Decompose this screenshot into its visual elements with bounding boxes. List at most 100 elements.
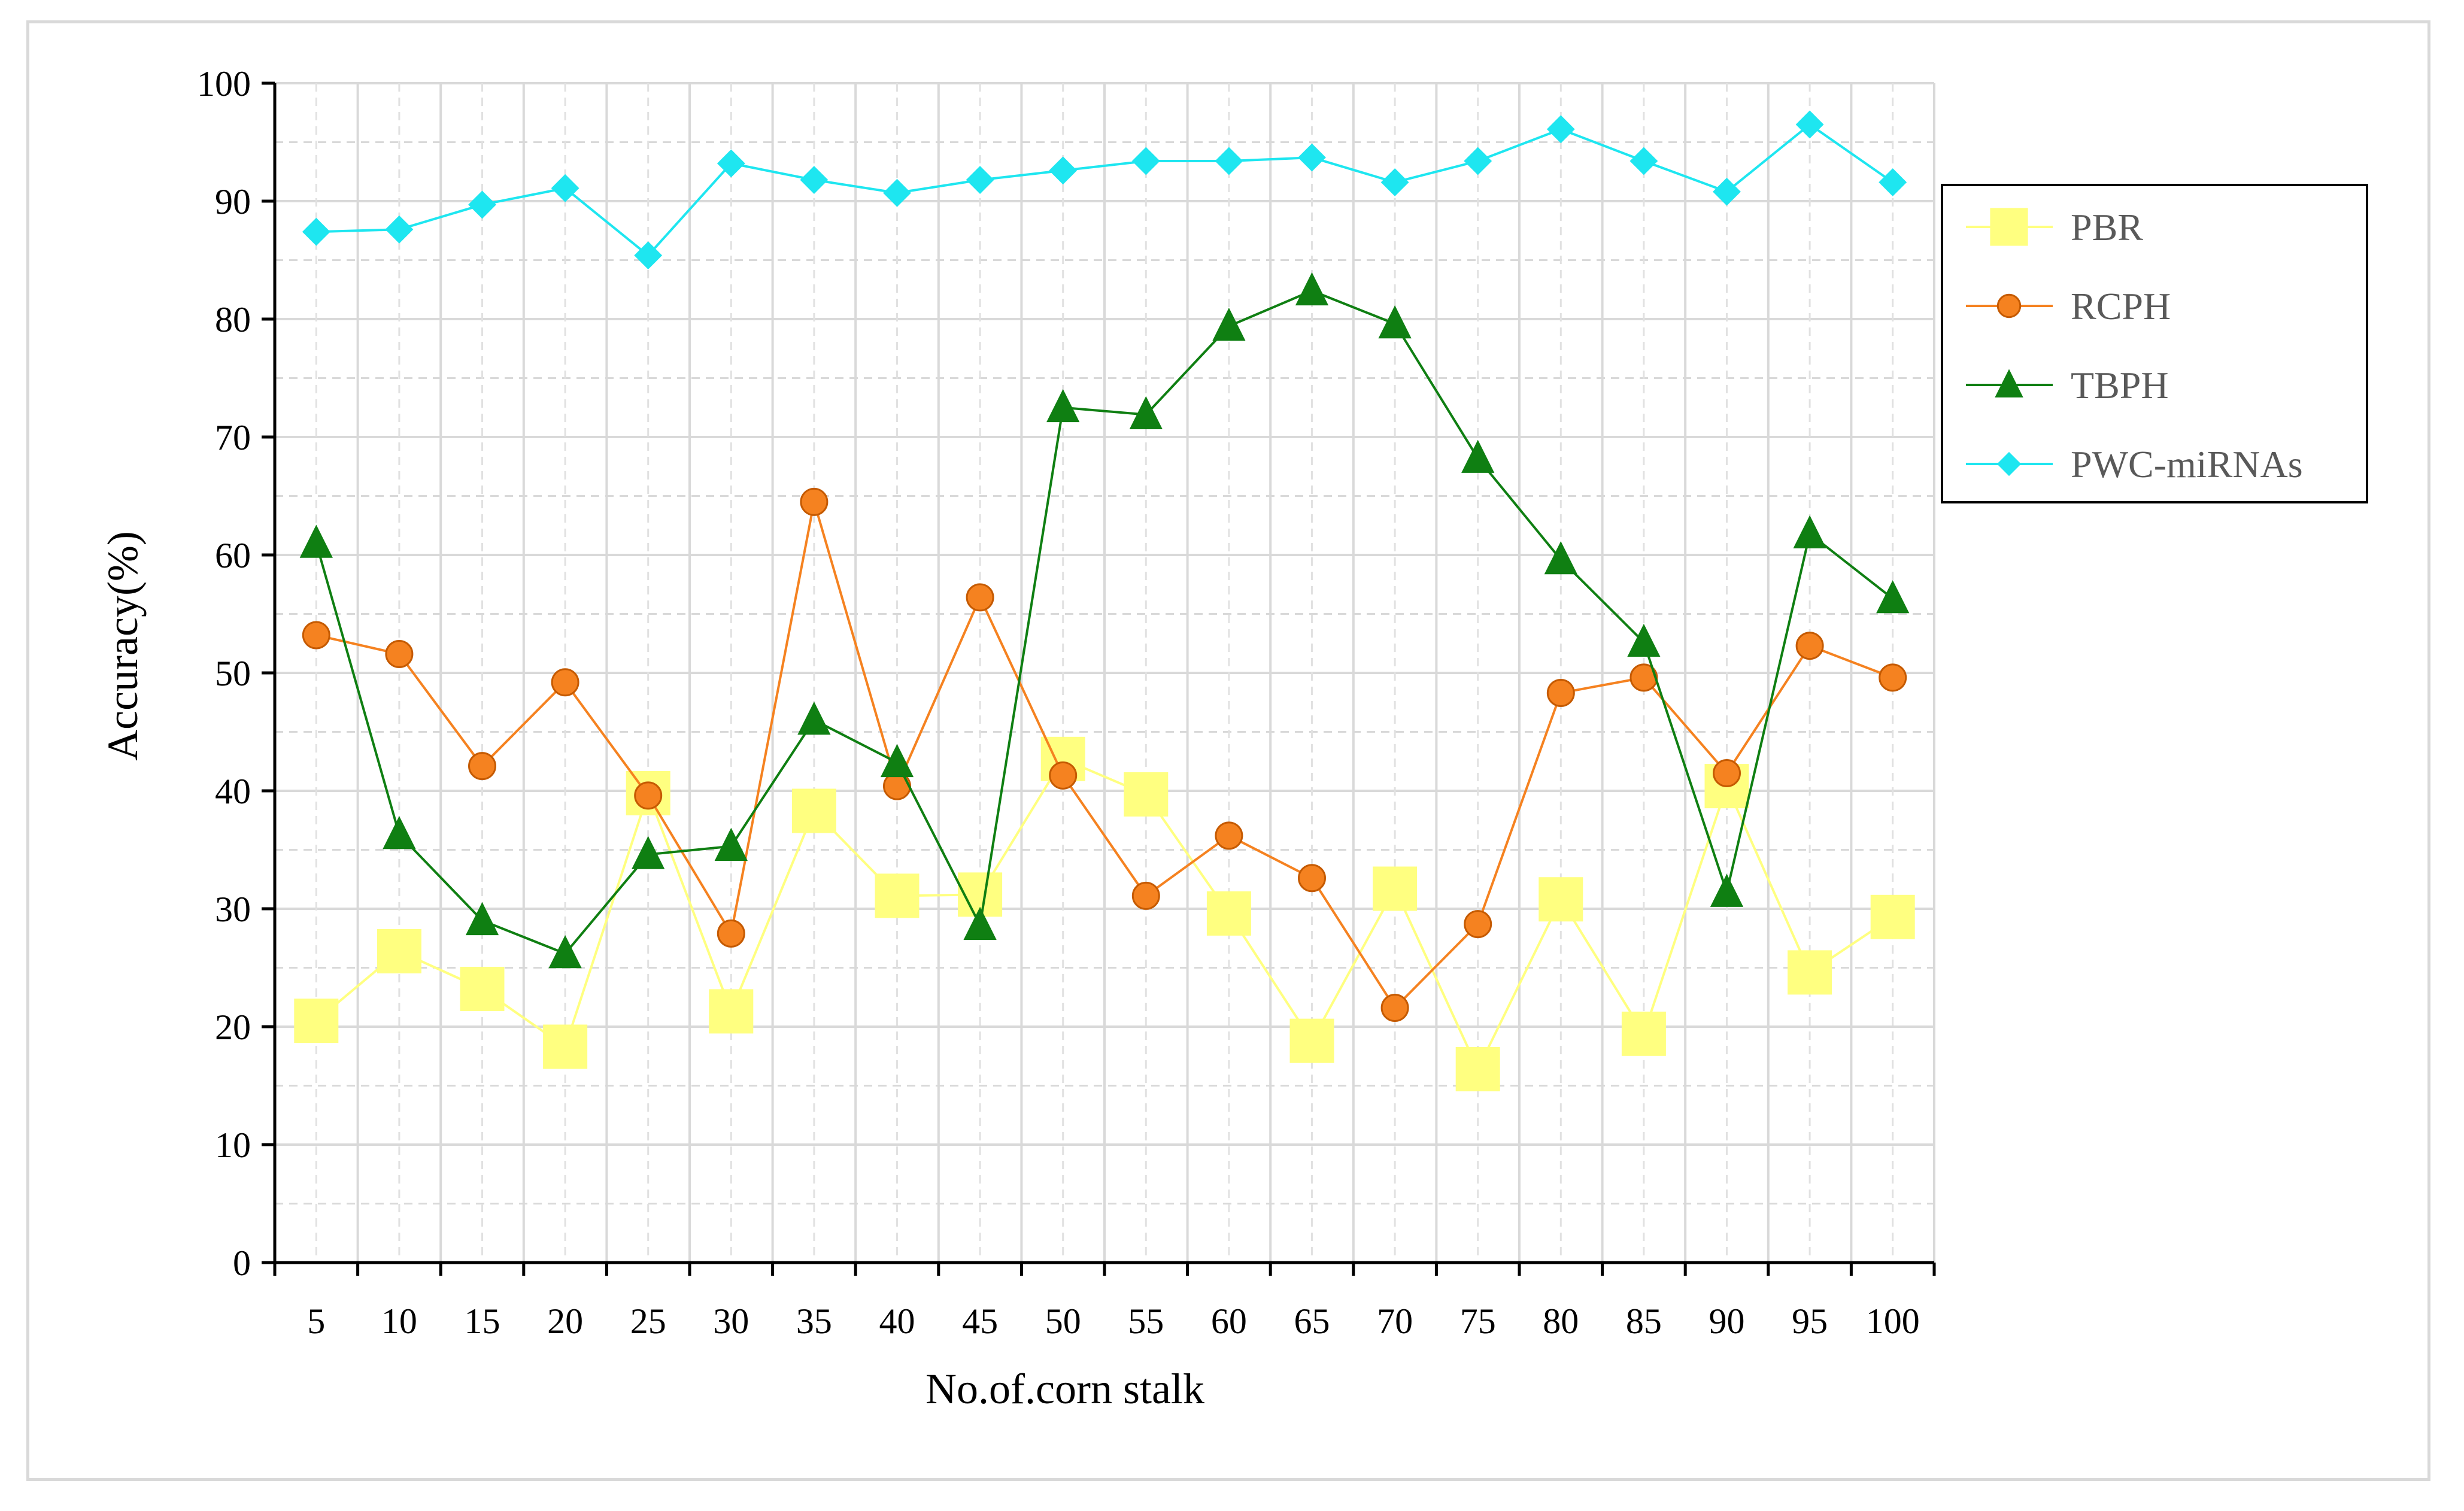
data-point-pwc-mirnas (1795, 110, 1824, 139)
y-tick-label: 100 (197, 64, 251, 104)
data-point-rcph (1546, 678, 1575, 707)
data-point-pwc-mirnas (717, 149, 745, 178)
axes (262, 81, 1936, 1276)
chart-frame: 0 10 20 30 40 50 60 70 80 90 100 5 10 15 20 25 30 35 40 45 5… (26, 20, 2430, 1481)
data-point-pbr (875, 873, 920, 918)
data-point-rcph (468, 752, 496, 781)
x-tick-label: 45 (962, 1301, 998, 1341)
y-tick-label: 10 (215, 1125, 251, 1165)
data-point-pwc-mirnas (1464, 147, 1492, 175)
data-point-pbr (543, 1024, 588, 1069)
data-point-pwc-mirnas (468, 190, 496, 219)
x-tick-label: 25 (630, 1301, 666, 1341)
tick-labels: 0 10 20 30 40 50 60 70 80 90 100 5 10 15 20 25 30 35 40 45 5… (197, 64, 1920, 1341)
legend: PBR RCPH TBPH PWC-miRNAs (1941, 184, 2368, 503)
x-tick-label: 70 (1377, 1301, 1413, 1341)
data-point-pbr (1124, 772, 1169, 817)
series-rcph (302, 487, 1907, 1022)
legend-label-pbr: PBR (2071, 206, 2143, 248)
x-tick-label: 60 (1211, 1301, 1247, 1341)
series-pbr (294, 736, 1915, 1091)
x-tick-label: 5 (307, 1301, 325, 1341)
data-point-pwc-mirnas (1215, 147, 1243, 175)
data-point-tbph (632, 836, 665, 869)
legend-marker-tbph (1995, 369, 2023, 398)
data-point-rcph (551, 668, 579, 697)
data-point-rcph (1131, 881, 1160, 910)
x-tick-label: 65 (1294, 1301, 1330, 1341)
data-point-rcph (1298, 864, 1326, 893)
data-point-pwc-mirnas (883, 178, 911, 207)
data-point-tbph (1129, 396, 1163, 429)
data-point-pwc-mirnas (1298, 143, 1326, 172)
x-tick-label: 75 (1460, 1301, 1496, 1341)
series-line-tbph (315, 289, 1893, 955)
legend-marker-pwc-mirnas (1996, 451, 2022, 477)
legend-label-pwc-mirnas: PWC-miRNAs (2071, 443, 2303, 486)
data-point-pwc-mirnas (1131, 147, 1160, 175)
data-point-rcph (634, 781, 663, 810)
series-tbph (299, 272, 1910, 969)
data-point-rcph (1464, 910, 1492, 939)
x-tick-label: 90 (1709, 1301, 1745, 1341)
data-point-rcph (1713, 758, 1741, 787)
x-tick-label: 15 (465, 1301, 500, 1341)
data-point-tbph (1876, 580, 1910, 614)
data-point-rcph (800, 487, 829, 516)
data-point-rcph (1795, 632, 1824, 660)
data-point-tbph (1627, 623, 1661, 657)
x-tick-label: 55 (1128, 1301, 1164, 1341)
series-line-pwc-mirnas (316, 123, 1893, 257)
data-point-tbph (299, 524, 333, 558)
data-point-tbph (1461, 439, 1495, 473)
y-tick-label: 60 (215, 536, 251, 575)
data-point-rcph (1629, 663, 1658, 692)
x-tick-label: 35 (796, 1301, 832, 1341)
data-point-rcph (385, 639, 414, 668)
y-tick-label: 40 (215, 772, 251, 811)
legend-label-tbph: TBPH (2071, 364, 2169, 406)
data-point-pwc-mirnas (800, 166, 829, 194)
data-point-pbr (1455, 1046, 1500, 1091)
data-point-pwc-mirnas (634, 241, 663, 270)
data-point-pbr (377, 929, 421, 973)
data-point-rcph (717, 919, 745, 948)
y-tick-label: 90 (215, 182, 251, 222)
y-tick-label: 30 (215, 890, 251, 929)
grid-lines (275, 82, 1935, 1263)
y-axis-title: Accuracy(%) (99, 531, 147, 761)
legend-marker-rcph (1996, 293, 2022, 318)
x-axis-title: No.of.corn stalk (925, 1365, 1204, 1413)
data-point-rcph (1380, 993, 1409, 1022)
legend-marker-pbr (1990, 208, 2028, 246)
data-point-pwc-mirnas (1713, 177, 1741, 206)
data-point-pwc-mirnas (1049, 156, 1078, 185)
data-point-pwc-mirnas (1879, 168, 1907, 196)
data-point-tbph (383, 816, 416, 849)
x-tick-label: 100 (1866, 1301, 1920, 1341)
data-point-tbph (1378, 305, 1412, 339)
data-point-pbr (294, 999, 339, 1043)
x-tick-label: 30 (713, 1301, 749, 1341)
data-point-rcph (966, 583, 994, 612)
x-tick-label: 10 (381, 1301, 417, 1341)
data-point-rcph (1879, 663, 1907, 692)
x-tick-label: 80 (1543, 1301, 1579, 1341)
data-point-pwc-mirnas (1546, 115, 1575, 144)
legend-label-rcph: RCPH (2071, 285, 2171, 327)
data-point-pbr (791, 788, 836, 833)
data-point-tbph (797, 701, 831, 735)
data-point-pbr (1870, 894, 1915, 939)
data-point-tbph (1793, 515, 1826, 548)
series-layer (294, 110, 1915, 1091)
data-point-tbph (1295, 272, 1329, 306)
line-chart: 0 10 20 30 40 50 60 70 80 90 100 5 10 15 20 25 30 35 40 45 5… (99, 64, 2368, 1413)
data-point-rcph (302, 621, 330, 650)
data-point-tbph (880, 744, 914, 778)
x-tick-label: 40 (879, 1301, 915, 1341)
data-point-pbr (1621, 1011, 1666, 1056)
data-point-tbph (1212, 307, 1246, 341)
data-point-pbr (1539, 877, 1583, 922)
data-point-tbph (1544, 541, 1577, 575)
data-point-pbr (460, 966, 505, 1011)
